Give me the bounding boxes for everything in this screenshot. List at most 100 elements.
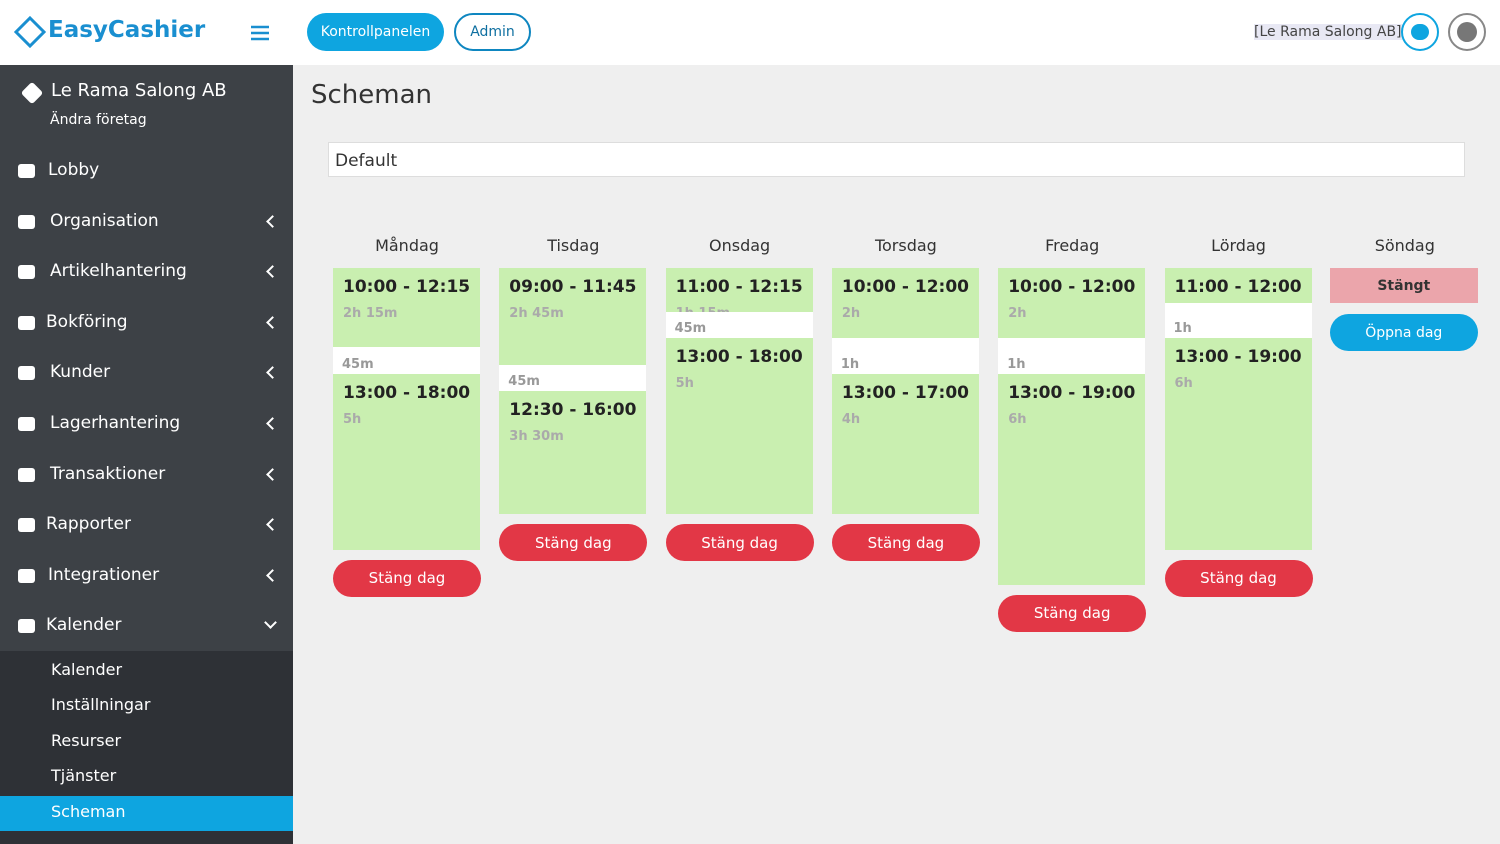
chevron (266, 518, 279, 532)
shift-time: 13:00 - 18:00 (675, 347, 803, 368)
cloud-button[interactable] (1401, 13, 1439, 51)
shift-duration: 5h (675, 376, 694, 392)
shift-time: 13:00 - 19:00 (1174, 347, 1302, 368)
active-highlight (0, 795, 293, 831)
menu-icon (18, 417, 35, 431)
menu-icon (18, 518, 35, 533)
shift-time: 11:00 - 12:15 (675, 277, 803, 297)
menu-icon (18, 467, 35, 482)
shift-duration: 2h (841, 306, 861, 321)
chevron (266, 214, 279, 228)
day-name: Fredag (1045, 236, 1100, 255)
day-name: Torsdag (874, 236, 937, 255)
shift-block: 10:00 - 12:00 2h (831, 268, 979, 339)
day-name: Tisdag (547, 236, 600, 255)
menu-icon (18, 164, 35, 178)
shift-block: 12:30 - 16:00 3h 30m (499, 391, 647, 515)
user-button[interactable] (1448, 13, 1486, 51)
chevron (266, 315, 279, 329)
shift-block: 10:00 - 12:00 2h (998, 268, 1146, 339)
logo-icon (14, 16, 46, 48)
closed-badge: Stängt (1329, 268, 1478, 303)
top-bar: EasyCashier Kontrollpanelen Admin [Le Ra… (0, 0, 1500, 65)
shift-block: 11:00 - 12:151h 15m (665, 268, 813, 321)
open-day-button[interactable]: Öppna dag (1329, 314, 1478, 351)
close-day-button[interactable]: Stäng dag (1164, 559, 1313, 597)
shift-block: 09:00 - 11:45 2h 45m (499, 268, 647, 365)
submenu: Kalender Inställningar Resurser Tjänster Sch… (0, 651, 293, 844)
shift-duration: 6h (1008, 411, 1027, 427)
shift-time: 11:00 - 12:00 (1174, 277, 1302, 297)
chevron (266, 568, 279, 582)
menu-item[interactable]: Kalender (46, 615, 122, 636)
shift-block: 13:00 - 17:00 4h (831, 373, 979, 515)
page-title: Scheman (311, 80, 433, 110)
chevron (266, 265, 279, 279)
submenu-item[interactable]: Tjänster (51, 766, 117, 786)
break: 45m (665, 312, 813, 339)
close-day-button[interactable]: Stäng dag (499, 524, 648, 562)
shift-duration: 2h (1008, 306, 1027, 321)
menu-item[interactable]: Lobby (48, 160, 100, 180)
break: 1h (1164, 303, 1312, 339)
shift-duration: 5h (343, 411, 362, 427)
chevron (264, 616, 277, 630)
menu-item[interactable]: Artikelhantering (50, 261, 187, 282)
close-day-button[interactable]: Stäng dag (998, 594, 1147, 632)
shift-time: 13:00 - 19:00 (1008, 382, 1136, 403)
break: 45m (333, 347, 480, 374)
day-name: Lördag (1211, 236, 1266, 255)
menu-icon (18, 366, 35, 381)
day-name: Söndag (1374, 236, 1435, 255)
shift-time: 13:00 - 17:00 (841, 382, 970, 403)
menu-item[interactable]: Bokföring (46, 311, 128, 332)
menu-icon (18, 265, 35, 280)
dashboard-button[interactable]: Kontrollpanelen (307, 13, 444, 51)
shift-time: 12:30 - 16:00 (509, 400, 637, 421)
admin-button[interactable]: Admin (454, 13, 531, 51)
shift-time: 09:00 - 11:45 (509, 277, 637, 297)
menu-item[interactable]: Rapporter (46, 514, 131, 535)
shift-block: 13:00 - 18:00 5h (665, 338, 813, 515)
submenu-item[interactable]: Kalender (51, 660, 123, 679)
close-day-button[interactable]: Stäng dag (665, 524, 814, 562)
shift-duration: 2h 45m (509, 306, 564, 321)
menu-item[interactable]: Lagerhantering (50, 413, 181, 433)
menu-icon (18, 315, 35, 330)
submenu-item[interactable]: Resurser (51, 730, 122, 750)
menu-item[interactable]: Organisation (50, 210, 159, 231)
close-day-button[interactable]: Stäng dag (333, 559, 481, 597)
shift-block: 13:00 - 19:00 6h (1164, 338, 1312, 550)
wrench-icon (20, 81, 44, 105)
shift-duration: 6h (1174, 376, 1193, 392)
submenu-item[interactable]: Scheman (51, 801, 126, 821)
menu-item[interactable]: Transaktioner (50, 463, 166, 484)
chevron (266, 467, 279, 481)
company-name: Le Rama Salong AB (51, 80, 227, 101)
shift-block: 10:00 - 12:15 2h 15m (333, 268, 480, 348)
shift-block: 13:00 - 18:00 5h (333, 373, 480, 550)
logo: EasyCashier (48, 17, 206, 43)
menu-item[interactable]: Integrationer (48, 564, 160, 585)
break: 45m (499, 364, 647, 392)
menu-toggle[interactable] (251, 25, 269, 41)
company-label: [Le Rama Salong AB] (1254, 24, 1402, 40)
chevron (266, 366, 279, 380)
day-name: Onsdag (709, 236, 771, 255)
menu-item[interactable]: Kunder (50, 362, 111, 383)
submenu-item[interactable]: Inställningar (51, 695, 151, 715)
close-day-button[interactable]: Stäng dag (831, 524, 980, 562)
shift-duration: 3h 30m (509, 429, 564, 445)
change-company[interactable]: Ändra företag (50, 112, 147, 128)
day-name: Måndag (375, 236, 439, 255)
shift-duration: 4h (841, 411, 861, 427)
sidebar: Le Rama Salong AB Ändra företag Lobby Organ… (0, 65, 293, 844)
menu-icon (18, 568, 35, 583)
shift-time: 10:00 - 12:00 (1008, 277, 1136, 297)
shift-time: 10:00 - 12:00 (841, 277, 970, 297)
schedule-select[interactable]: Default (328, 142, 1465, 177)
chevron (266, 417, 279, 430)
shift-time: 13:00 - 18:00 (343, 382, 471, 403)
